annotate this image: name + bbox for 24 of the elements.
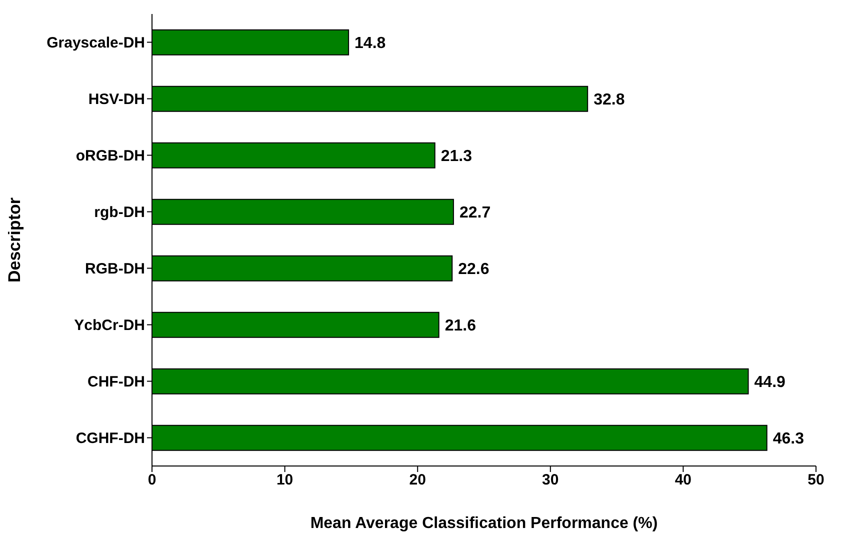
x-tick-label: 0 bbox=[148, 472, 156, 489]
x-tick-label: 30 bbox=[542, 472, 559, 489]
data-label: 22.6 bbox=[458, 261, 490, 278]
y-tick-label: CHF-DH bbox=[88, 374, 145, 391]
data-label: 32.8 bbox=[594, 92, 625, 108]
y-tick-label: YcbCr-DH bbox=[74, 317, 145, 334]
data-label: 44.9 bbox=[754, 374, 786, 391]
data-label: 21.6 bbox=[444, 318, 476, 334]
y-tick-label: CGHF-DH bbox=[76, 430, 145, 448]
data-label: 22.7 bbox=[459, 204, 491, 222]
y-tick-label: RGB-DH bbox=[85, 260, 145, 278]
x-axis-title: Mean Average Classification Performance (%) bbox=[310, 515, 658, 532]
data-label: 46.3 bbox=[772, 430, 804, 448]
x-tick-label: 10 bbox=[276, 472, 294, 489]
x-tick-label: 40 bbox=[674, 472, 692, 489]
data-label: 21.3 bbox=[440, 148, 472, 165]
y-tick-label: oRGB-DH bbox=[76, 148, 145, 165]
data-label: 14.8 bbox=[354, 35, 386, 52]
x-tick-label: 50 bbox=[808, 472, 824, 489]
x-tick-label: 20 bbox=[409, 472, 426, 489]
y-tick-label: Grayscale-DH bbox=[46, 34, 145, 52]
y-axis-title: Descriptor bbox=[5, 197, 24, 283]
y-tick-label: rgb-DH bbox=[94, 204, 145, 222]
y-tick-label: HSV-DH bbox=[88, 91, 145, 108]
